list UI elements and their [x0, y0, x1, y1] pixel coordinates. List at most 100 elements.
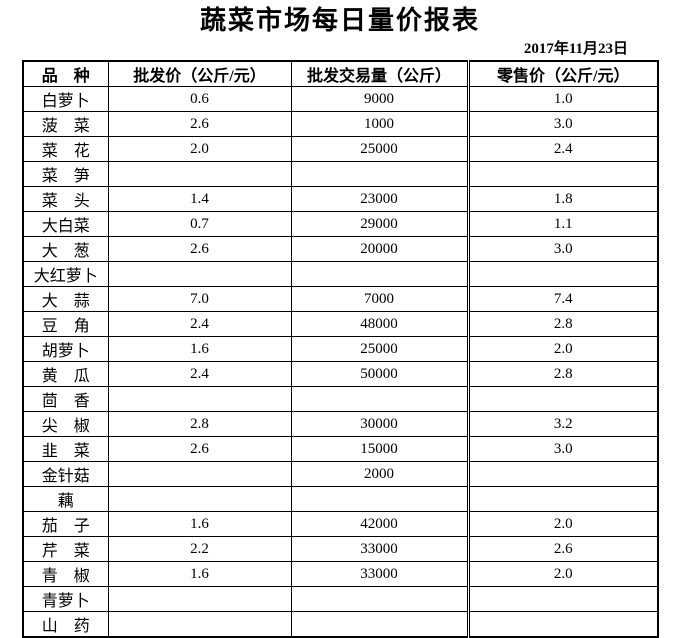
variety-cell: 尖 椒	[22, 411, 109, 437]
wholesale-price-cell: 2.2	[107, 536, 292, 562]
variety-cell: 芹 菜	[22, 536, 109, 562]
wholesale-price-cell	[107, 486, 292, 512]
volume-cell: 42000	[290, 511, 469, 537]
retail-price-cell: 3.0	[466, 111, 659, 137]
wholesale-price-cell: 1.6	[107, 561, 292, 587]
table-row: 大 蒜 7.0 7000 7.4	[22, 286, 659, 312]
volume-cell: 1000	[290, 111, 469, 137]
variety-cell: 菠 菜	[22, 111, 109, 137]
wholesale-price-cell: 0.7	[107, 211, 292, 237]
variety-cell: 菜 花	[22, 136, 109, 162]
table-row: 山 药	[22, 611, 659, 638]
report-date: 2017年11月23日	[523, 41, 628, 57]
wholesale-price-cell: 2.8	[107, 411, 292, 437]
wholesale-price-cell: 2.6	[107, 236, 292, 262]
retail-price-cell: 1.0	[466, 86, 659, 112]
variety-cell: 大白菜	[22, 211, 109, 237]
retail-price-cell: 7.4	[466, 286, 659, 312]
wholesale-price-cell	[107, 161, 292, 187]
volume-cell: 9000	[290, 86, 469, 112]
table-row: 茴 香	[22, 386, 659, 412]
retail-price-cell: 3.0	[466, 236, 659, 262]
retail-price-cell: 2.8	[466, 361, 659, 387]
col-header-wholesale-price: 批发价（公斤/元）	[107, 60, 292, 87]
variety-cell: 菜 头	[22, 186, 109, 212]
volume-cell: 29000	[290, 211, 469, 237]
variety-cell: 胡萝卜	[22, 336, 109, 362]
retail-price-cell	[466, 386, 659, 412]
table-row: 青萝卜	[22, 586, 659, 612]
table-row: 白萝卜 0.6 9000 1.0	[22, 86, 659, 112]
price-table: 品 种 批发价（公斤/元） 批发交易量（公斤） 零售价（公斤/元） 白萝卜 0.6…	[22, 60, 659, 638]
retail-price-cell: 1.8	[466, 186, 659, 212]
volume-cell: 30000	[290, 411, 469, 437]
variety-cell: 青萝卜	[22, 586, 109, 612]
wholesale-price-cell	[107, 586, 292, 612]
variety-cell: 大红萝卜	[22, 261, 109, 287]
col-header-volume: 批发交易量（公斤）	[290, 60, 469, 87]
header-row: 品 种 批发价（公斤/元） 批发交易量（公斤） 零售价（公斤/元）	[22, 60, 659, 87]
wholesale-price-cell: 1.6	[107, 511, 292, 537]
volume-cell	[290, 611, 469, 638]
volume-cell	[290, 261, 469, 287]
page-title: 蔬菜市场每日量价报表	[199, 6, 480, 35]
volume-cell: 20000	[290, 236, 469, 262]
retail-price-cell: 2.8	[466, 311, 659, 337]
retail-price-cell: 2.0	[466, 561, 659, 587]
volume-cell	[290, 486, 469, 512]
retail-price-cell: 1.1	[466, 211, 659, 237]
table-row: 青 椒 1.6 33000 2.0	[22, 561, 659, 587]
table-row: 豆 角 2.4 48000 2.8	[22, 311, 659, 337]
col-header-variety: 品 种	[22, 60, 109, 87]
table-row: 菠 菜 2.6 1000 3.0	[22, 111, 659, 137]
table-row: 大 葱 2.6 20000 3.0	[22, 236, 659, 262]
volume-cell: 7000	[290, 286, 469, 312]
volume-cell	[290, 586, 469, 612]
variety-cell: 韭 菜	[22, 436, 109, 462]
table-row: 菜 头 1.4 23000 1.8	[22, 186, 659, 212]
wholesale-price-cell: 2.4	[107, 361, 292, 387]
retail-price-cell: 2.4	[466, 136, 659, 162]
variety-cell: 茄 子	[22, 511, 109, 537]
variety-cell: 大 蒜	[22, 286, 109, 312]
retail-price-cell: 3.0	[466, 436, 659, 462]
table-row: 菜 笋	[22, 161, 659, 187]
retail-price-cell: 2.0	[466, 511, 659, 537]
retail-price-cell	[466, 486, 659, 512]
wholesale-price-cell: 2.4	[107, 311, 292, 337]
retail-price-cell	[466, 161, 659, 187]
table-row: 菜 花 2.0 25000 2.4	[22, 136, 659, 162]
col-header-retail-price: 零售价（公斤/元）	[466, 60, 659, 87]
variety-cell: 山 药	[22, 611, 109, 638]
retail-price-cell: 2.6	[466, 536, 659, 562]
wholesale-price-cell: 1.4	[107, 186, 292, 212]
table-row: 芹 菜 2.2 33000 2.6	[22, 536, 659, 562]
variety-cell: 金针菇	[22, 461, 109, 487]
table-row: 韭 菜 2.6 15000 3.0	[22, 436, 659, 462]
wholesale-price-cell: 0.6	[107, 86, 292, 112]
retail-price-cell	[466, 611, 659, 638]
variety-cell: 青 椒	[22, 561, 109, 587]
retail-price-cell	[466, 586, 659, 612]
volume-cell: 15000	[290, 436, 469, 462]
volume-cell	[290, 161, 469, 187]
wholesale-price-cell	[107, 386, 292, 412]
table-row: 茄 子 1.6 42000 2.0	[22, 511, 659, 537]
variety-cell: 茴 香	[22, 386, 109, 412]
variety-cell: 白萝卜	[22, 86, 109, 112]
wholesale-price-cell: 1.6	[107, 336, 292, 362]
retail-price-cell: 2.0	[466, 336, 659, 362]
retail-price-cell	[466, 461, 659, 487]
variety-cell: 豆 角	[22, 311, 109, 337]
variety-cell: 菜 笋	[22, 161, 109, 187]
table-row: 藕	[22, 486, 659, 512]
volume-cell: 25000	[290, 336, 469, 362]
retail-price-cell	[466, 261, 659, 287]
wholesale-price-cell	[107, 461, 292, 487]
wholesale-price-cell	[107, 611, 292, 638]
table-row: 大白菜 0.7 29000 1.1	[22, 211, 659, 237]
table-row: 胡萝卜 1.6 25000 2.0	[22, 336, 659, 362]
volume-cell: 48000	[290, 311, 469, 337]
table-row: 大红萝卜	[22, 261, 659, 287]
table-row: 金针菇 2000	[22, 461, 659, 487]
